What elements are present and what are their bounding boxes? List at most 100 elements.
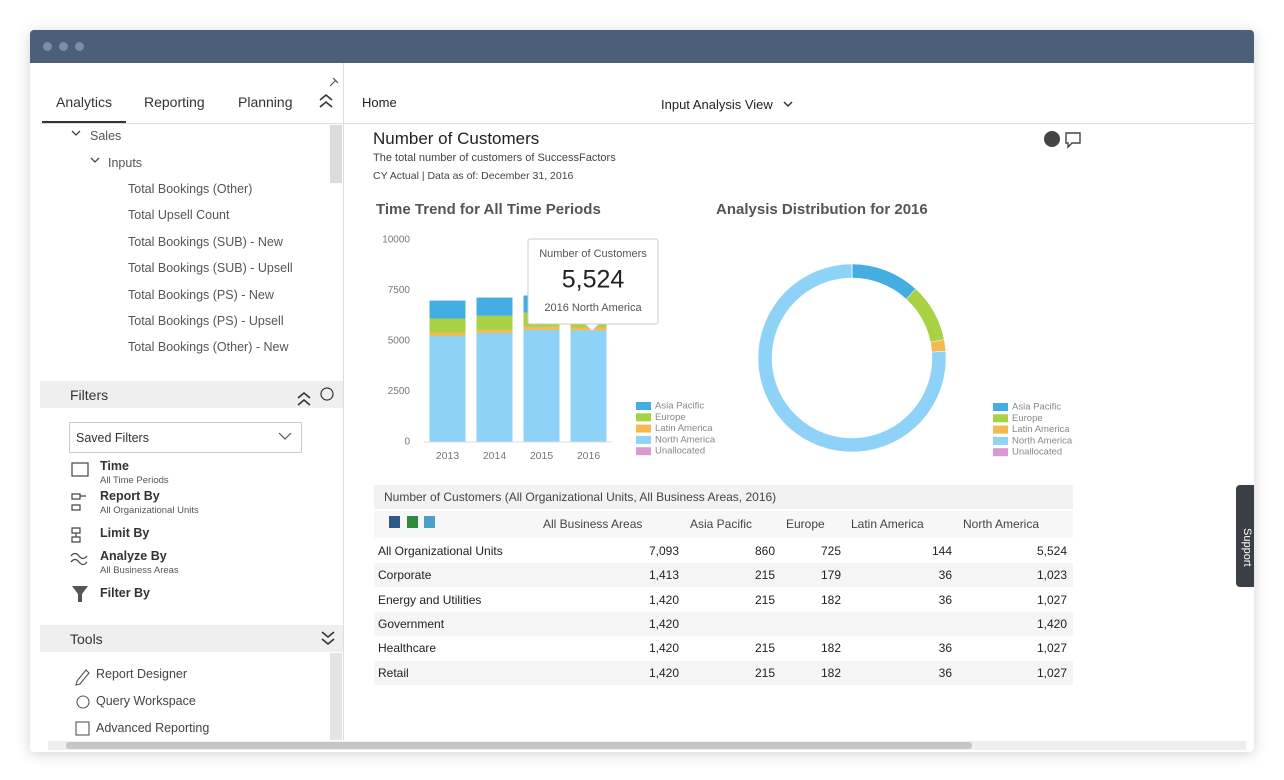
- bar-segment: [476, 329, 513, 333]
- table-cell: 860: [754, 544, 775, 558]
- tree-item[interactable]: Total Bookings (SUB) - New: [128, 234, 283, 249]
- y-tick-label: 2500: [388, 386, 411, 397]
- legend-label: Unallocated: [1012, 447, 1062, 458]
- tree-item[interactable]: Total Bookings (PS) - New: [128, 287, 274, 302]
- table-cell: 1,027: [1036, 665, 1067, 680]
- query-icon: [76, 695, 90, 709]
- legend-swatch: [636, 424, 651, 433]
- legend-swatch: [993, 403, 1008, 411]
- column-header[interactable]: Latin America: [851, 517, 924, 531]
- table-cell: 36: [938, 568, 952, 583]
- tree-toggle[interactable]: [71, 130, 100, 163]
- table-cell: 725: [820, 544, 841, 558]
- tools-scrollbar[interactable]: [330, 653, 342, 740]
- tab[interactable]: Reporting: [144, 94, 205, 110]
- row-stripe: [374, 611, 1073, 636]
- tree-node[interactable]: Inputs: [108, 156, 143, 170]
- filter-label[interactable]: Filter By: [100, 586, 151, 600]
- support-tab[interactable]: [1236, 485, 1254, 587]
- tree-item[interactable]: Total Bookings (Other): [128, 182, 253, 196]
- analyze-by-icon: [70, 552, 88, 566]
- tooltip-label: 2016 North America: [544, 302, 642, 314]
- table-cell: 144: [931, 544, 952, 558]
- dropdown-chevron[interactable]: [278, 432, 292, 440]
- tab-underline: [42, 121, 126, 123]
- legend-swatch: [993, 425, 1008, 434]
- limit-by-icon: [71, 527, 81, 543]
- view-selector[interactable]: Input Analysis View: [661, 97, 773, 112]
- table-cell: 182: [820, 641, 841, 656]
- help-icon[interactable]: [1044, 131, 1060, 147]
- column-header[interactable]: Asia Pacific: [690, 517, 753, 531]
- bar-segment: [476, 315, 513, 330]
- pin-icon[interactable]: [329, 77, 339, 87]
- table-cell: 215: [754, 665, 775, 680]
- export-icon[interactable]: [424, 516, 435, 528]
- filter-sublabel: All Time Periods: [100, 475, 169, 486]
- tree-item[interactable]: Total Bookings (PS) - Upsell: [128, 314, 284, 328]
- saved-filters-box[interactable]: [69, 422, 302, 453]
- legend-label: North America: [655, 434, 716, 445]
- x-tick-label: 2014: [483, 450, 507, 462]
- comment-icon[interactable]: [1065, 132, 1081, 149]
- expand-icon[interactable]: [321, 631, 335, 646]
- bar-segment: [476, 332, 513, 442]
- filter-label[interactable]: Analyze By: [100, 549, 167, 563]
- table-cell: 215: [754, 641, 775, 656]
- legend-label: Latin America: [1012, 424, 1070, 435]
- collapse-icon[interactable]: [297, 391, 311, 406]
- reset-icon[interactable]: [320, 387, 334, 401]
- window-dot: [59, 42, 68, 51]
- tool-item[interactable]: Report Designer: [96, 667, 188, 681]
- filter-sublabel: All Business Areas: [100, 565, 179, 576]
- table-cell: 1,420: [648, 641, 679, 656]
- table-cell: 36: [938, 665, 952, 680]
- donut-segment: [851, 263, 917, 300]
- filter-label[interactable]: Limit By: [100, 526, 150, 540]
- column-header[interactable]: North America: [963, 517, 1040, 531]
- export-icon[interactable]: [389, 516, 400, 528]
- table-cell: 36: [938, 592, 952, 607]
- row-header: Energy and Utilities: [378, 592, 482, 607]
- table-cell: 1,420: [648, 665, 679, 680]
- support-label[interactable]: Support: [1241, 528, 1253, 567]
- tool-item[interactable]: Advanced Reporting: [96, 721, 210, 735]
- tree-scrollbar[interactable]: [330, 125, 342, 183]
- row-header: Healthcare: [378, 641, 437, 656]
- x-tick-label: 2015: [530, 450, 554, 462]
- collapse-icon[interactable]: [319, 93, 333, 108]
- bar-segment: [429, 300, 466, 319]
- excel-icon[interactable]: [407, 516, 418, 528]
- legend-swatch: [993, 414, 1008, 423]
- row-header: All Organizational Units: [378, 544, 503, 558]
- legend-swatch: [993, 448, 1008, 457]
- dropdown-value[interactable]: Saved Filters: [76, 431, 149, 445]
- section-title: Filters: [70, 387, 109, 403]
- filter-label[interactable]: Time: [100, 459, 129, 473]
- tool-item[interactable]: Query Workspace: [96, 694, 196, 708]
- bar-segment: [429, 318, 466, 333]
- h-scroll-thumb[interactable]: [66, 742, 972, 749]
- chart-title: Analysis Distribution for 2016: [716, 201, 928, 218]
- tree-item[interactable]: Total Upsell Count: [128, 208, 230, 223]
- row-header: Government: [378, 616, 445, 631]
- column-header[interactable]: All Business Areas: [543, 517, 643, 531]
- tree-item[interactable]: Total Bookings (Other) - New: [128, 340, 289, 355]
- tree-node[interactable]: Sales: [90, 129, 122, 143]
- filter-label[interactable]: Report By: [100, 489, 160, 503]
- view-chevron[interactable]: [783, 101, 793, 108]
- bar-segment: [429, 335, 466, 442]
- legend-swatch: [636, 413, 651, 422]
- bar-segment: [523, 329, 560, 442]
- legend-label: Europe: [1012, 413, 1043, 424]
- row-header: Retail: [378, 665, 409, 680]
- window-dot: [75, 42, 84, 51]
- column-header[interactable]: Europe: [786, 517, 825, 531]
- legend-swatch: [993, 436, 1008, 445]
- tab[interactable]: Planning: [238, 94, 293, 110]
- tab[interactable]: Analytics: [56, 94, 113, 110]
- legend-swatch: [636, 447, 651, 456]
- breadcrumb[interactable]: Home: [362, 95, 397, 110]
- tree-item[interactable]: Total Bookings (SUB) - Upsell: [128, 261, 293, 276]
